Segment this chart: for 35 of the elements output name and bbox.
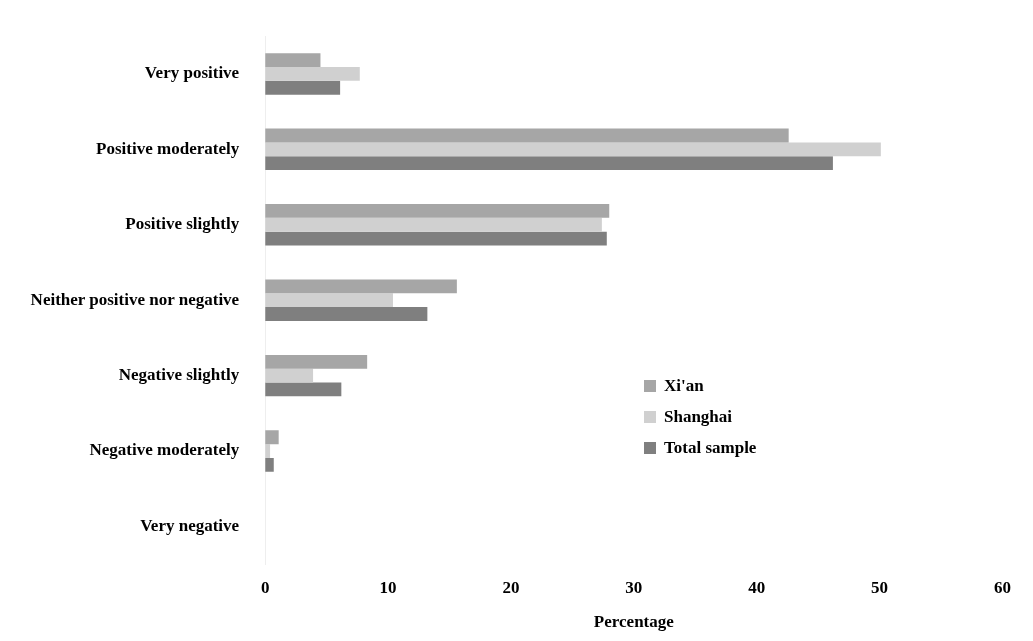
y-tick-label: Negative slightly	[118, 365, 240, 385]
bar	[265, 368, 314, 383]
legend-label: Shanghai	[664, 406, 733, 427]
legend-label: Total sample	[664, 437, 757, 458]
x-tick-label: 50	[871, 577, 889, 597]
bar	[265, 217, 602, 232]
bar	[265, 279, 457, 294]
x-tick-label: 0	[260, 577, 270, 597]
x-tick-label: 40	[748, 577, 766, 597]
x-axis-title: Percentage	[593, 612, 675, 632]
bar	[265, 457, 274, 472]
bar	[265, 307, 428, 321]
bar	[265, 231, 607, 246]
y-tick-label: Neither positive nor negative	[30, 289, 240, 309]
x-tick-label: 30	[625, 577, 643, 597]
y-tick-label: Positive slightly	[125, 214, 240, 234]
bar	[265, 67, 360, 81]
bar	[265, 430, 279, 445]
y-tick-label: Very negative	[140, 515, 240, 535]
bar	[265, 354, 368, 369]
y-tick-label: Positive moderately	[96, 138, 240, 158]
bar	[265, 204, 610, 218]
y-tick-label: Very positive	[144, 63, 240, 83]
bar	[265, 53, 321, 67]
x-tick-label: 20	[502, 577, 520, 597]
bar	[265, 80, 341, 95]
y-tick-label: Negative moderately	[89, 440, 240, 460]
bar	[265, 156, 833, 171]
bar	[265, 128, 789, 143]
legend-label: Xi'an	[664, 375, 704, 396]
x-tick-label: 10	[379, 577, 397, 597]
x-tick-label: 60	[994, 577, 1011, 597]
bar	[265, 382, 342, 397]
bar	[265, 142, 881, 157]
bar	[265, 293, 393, 308]
